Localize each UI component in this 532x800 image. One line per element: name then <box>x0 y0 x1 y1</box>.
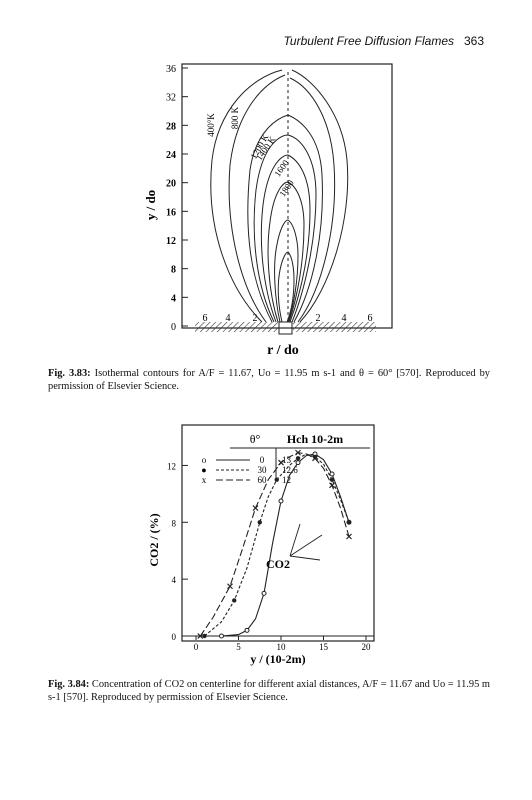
fig1-xtick-label: 6 <box>368 313 373 324</box>
fig1-ytick-label: 32 <box>166 93 176 104</box>
fig1-x-ticks: 6 4 2 2 4 6 <box>203 313 373 324</box>
data-point <box>346 520 352 525</box>
data-point <box>232 598 237 603</box>
fig1-xtick-label: 2 <box>253 313 258 324</box>
fig1-ytick-label: 12 <box>166 236 176 247</box>
legend-theta-header: θ° <box>250 432 261 446</box>
figure-3-84: θ° Hch 10-2m o 0 13 ● 30 12.6 x 60 12 0 5 10 15 20 0 4… <box>147 424 375 666</box>
data-point <box>312 455 318 462</box>
fig2-xtick-label: 10 <box>277 642 287 652</box>
contour-1800K <box>267 181 305 323</box>
fig2-xlabel: y / (10-2m) <box>250 652 305 666</box>
data-point <box>278 498 284 504</box>
fig2-ytick-label: 12 <box>167 461 176 471</box>
caption-fig-3-84-text: Concentration of CO2 on centerline for d… <box>48 679 490 703</box>
caption-fig-3-83-text: Isothermal contours for A/F = 11.67, Uo … <box>48 368 490 392</box>
legend-marker: x <box>202 475 207 485</box>
data-point <box>261 590 267 596</box>
fig1-xtick-label: 6 <box>203 313 208 324</box>
co2-pointer <box>289 523 323 561</box>
data-point <box>329 482 335 489</box>
fig1-ytick-label: 20 <box>166 179 176 190</box>
fig2-xtick-label: 5 <box>236 642 241 652</box>
legend-marker: o <box>202 455 207 465</box>
contour-label-400K: 400°K <box>206 113 216 137</box>
nozzle <box>278 321 293 335</box>
co2-annotation: CO2 <box>266 557 290 571</box>
legend-hch-header: Hch 10-2m <box>287 432 343 446</box>
data-point <box>197 633 204 639</box>
legend-hch: 12.6 <box>282 465 298 475</box>
fig2-ytick-label: 8 <box>172 518 177 528</box>
contour-800K <box>228 74 286 323</box>
caption-fig-3-83: Fig. 3.83: Isothermal contours for A/F =… <box>48 367 490 393</box>
data-point <box>346 533 352 540</box>
fig1-ytick-label: 0 <box>171 322 176 333</box>
data-point <box>295 460 301 466</box>
data-point <box>257 520 262 525</box>
fig1-xtick-label: 4 <box>226 313 231 324</box>
fig2-ylabel: CO2 / (%) <box>147 513 161 566</box>
fig1-ytick-label: 8 <box>171 265 176 276</box>
data-point <box>329 477 335 482</box>
contour-400K <box>210 69 283 323</box>
data-point <box>329 471 335 477</box>
fig1-frame <box>181 63 393 329</box>
contour-label-800K: 800 K <box>230 106 240 129</box>
nozzle-hatch-left <box>195 322 278 332</box>
fig1-ytick-label: 28 <box>166 121 176 132</box>
caption-fig-3-84-label: Fig. 3.84: <box>48 679 90 690</box>
data-point <box>219 633 224 639</box>
fig2-ytick-label: 0 <box>172 632 177 642</box>
fig2-frame <box>181 424 375 642</box>
running-title: Turbulent Free Diffusion Flames <box>283 34 454 48</box>
fig2-series <box>197 449 352 639</box>
fig1-ytick-label: 16 <box>166 207 176 218</box>
series-line-60 <box>199 452 350 637</box>
data-point <box>252 505 259 511</box>
data-point <box>295 456 301 461</box>
data-point <box>227 583 233 590</box>
data-point <box>274 477 279 482</box>
fig1-ytick-label: 24 <box>166 150 176 161</box>
legend-rows: o 0 13 ● 30 12.6 x 60 12 <box>201 455 298 485</box>
data-point <box>244 627 250 633</box>
series-line-0 <box>221 453 350 637</box>
contour-1600K <box>260 154 311 323</box>
fig2-xtick-label: 20 <box>362 642 372 652</box>
contour-400K-right <box>291 69 349 323</box>
fig1-xlabel: r / do <box>267 343 299 358</box>
legend-theta: 60 <box>258 475 268 485</box>
contour-800K-right <box>289 77 336 323</box>
fig1-xtick-label: 2 <box>316 313 321 324</box>
contour-core <box>274 219 299 323</box>
legend-hch: 12 <box>282 475 291 485</box>
running-header: Turbulent Free Diffusion Flames 363 <box>0 34 532 50</box>
legend-theta: 0 <box>260 455 265 465</box>
fig1-y-ticks: 36 32 28 24 20 16 12 8 4 0 <box>166 64 188 333</box>
fig1-ytick-label: 4 <box>171 293 176 304</box>
fig2-ytick-label: 4 <box>172 575 177 585</box>
caption-fig-3-84: Fig. 3.84: Concentration of CO2 on cente… <box>48 678 490 704</box>
fig1-ylabel: y / do <box>143 190 158 220</box>
fig1-ytick-label: 36 <box>166 64 176 75</box>
series-line-30 <box>204 453 350 637</box>
legend-marker: ● <box>201 465 206 475</box>
fig1-xtick-label: 4 <box>342 313 347 324</box>
legend-theta: 30 <box>258 465 268 475</box>
data-point <box>278 459 284 466</box>
data-point <box>295 449 301 456</box>
contour-label-1800K: 1800 <box>277 178 296 199</box>
fig2-xtick-label: 15 <box>319 642 329 652</box>
data-point <box>202 633 207 639</box>
caption-fig-3-83-label: Fig. 3.83: <box>48 368 91 379</box>
nozzle-hatch-right <box>293 322 376 332</box>
fig2-axes: 0 5 10 15 20 0 4 8 12 <box>167 461 374 652</box>
legend-hch: 13 <box>282 455 292 465</box>
fig2-xtick-label: 0 <box>194 642 199 652</box>
page-number: 363 <box>463 34 484 48</box>
